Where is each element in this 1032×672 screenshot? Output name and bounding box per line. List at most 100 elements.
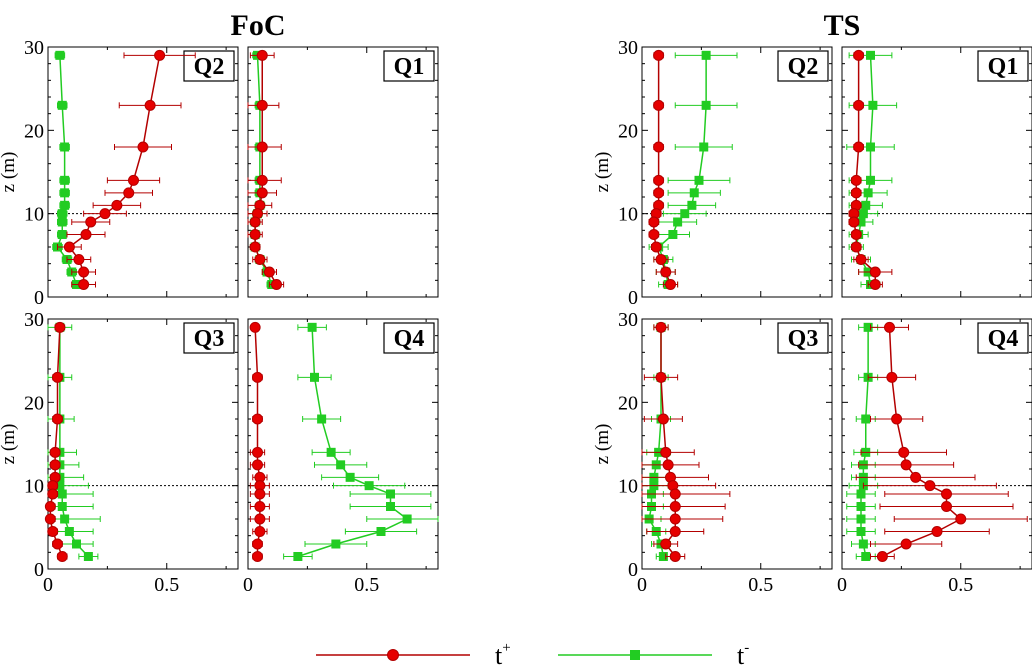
series-t-minus [641,322,671,561]
data-point [44,513,56,525]
x-tick-label: 0.5 [154,574,179,596]
data-point [856,489,866,499]
legend: t+ t- [316,640,749,670]
quadrant-label-text: Q3 [194,326,225,352]
data-point [653,99,665,111]
data-point [271,279,282,290]
y-tick-label: 30 [24,37,44,59]
data-point [256,187,268,199]
data-point [955,513,967,525]
panel-frame [841,46,1032,298]
data-point [307,322,317,332]
panel-frame [641,46,833,298]
data-point [72,539,81,549]
data-point [653,141,665,153]
x-tick-label: 0.5 [948,574,973,596]
y-tick-label: 10 [618,476,638,498]
data-point [49,446,61,458]
quadrant-label: Q2 [777,50,829,82]
quadrant-label: Q2 [183,50,235,82]
data-point [60,142,70,152]
x-tick-label: 0.5 [354,574,379,596]
data-point [655,254,667,265]
data-point [254,513,266,525]
data-point [63,241,75,253]
y-tick-label: 0 [628,559,638,581]
data-point [658,552,668,561]
y-axis-label: z (m) [0,152,19,193]
data-point [669,526,681,537]
data-point [252,413,263,425]
data-point [900,459,912,471]
quadrant-label-box [977,322,1029,354]
quadrant-label-text: Q1 [394,54,425,80]
data-point [648,216,660,228]
series-line [68,55,161,285]
quadrant-label-text: Q2 [194,54,225,80]
data-point [673,217,683,227]
y-tick-label: 0 [34,287,44,309]
data-point [853,141,865,153]
series-t-plus [641,321,731,562]
quadrant-label-box [383,322,435,354]
data-point [78,279,90,290]
panel-frame [247,318,439,570]
data-point [336,460,346,470]
series-t-plus [855,321,1028,562]
data-point [898,446,910,458]
data-point [49,459,61,471]
panel-foc-q2: 0 10 20 30 z (m) Q2 [0,37,239,309]
data-point [128,174,139,186]
series-t-plus [44,321,68,562]
panel-frame [47,318,239,570]
data-point [57,217,67,227]
data-point [80,229,92,240]
data-point [99,208,111,220]
data-point [263,266,275,278]
y-tick-label: 20 [618,120,638,142]
data-point [668,230,678,239]
data-point [55,50,65,60]
quadrant-label-text: Q4 [988,326,1019,352]
data-point [249,241,261,253]
series-t-minus [846,50,898,289]
series-t-plus [648,49,679,290]
data-point [669,513,681,525]
data-point [699,142,709,152]
y-tick-label: 30 [618,309,638,331]
series-t-plus [247,49,285,290]
data-point [680,209,690,219]
legend-label-t-plus: t+ [495,640,511,670]
data-point [689,188,699,198]
legend-label-t-minus: t- [737,640,749,670]
data-point [52,413,63,425]
data-point [252,459,263,471]
panel-frame [641,318,833,570]
data-point [701,100,711,110]
data-point [900,538,912,550]
data-point [57,209,67,219]
data-point [858,539,868,549]
data-point [653,187,665,199]
legend-marker-t-plus [387,649,399,661]
data-point [861,200,871,210]
panel-frame [47,46,239,298]
data-point [249,321,261,333]
data-point [858,209,868,219]
data-point [650,241,662,253]
data-point [54,321,66,333]
quadrant-label: Q1 [383,50,435,82]
data-point [660,538,672,550]
y-tick-label: 10 [24,476,44,498]
data-point [60,188,70,198]
data-point [910,471,922,483]
data-point [137,141,149,153]
data-point [252,538,263,550]
data-point [863,188,873,198]
quadrant-label-text: Q1 [988,54,1019,80]
data-point [123,187,135,199]
series-t-minus [283,322,439,561]
x-tick-label: 0 [637,574,647,596]
data-point [687,200,697,210]
